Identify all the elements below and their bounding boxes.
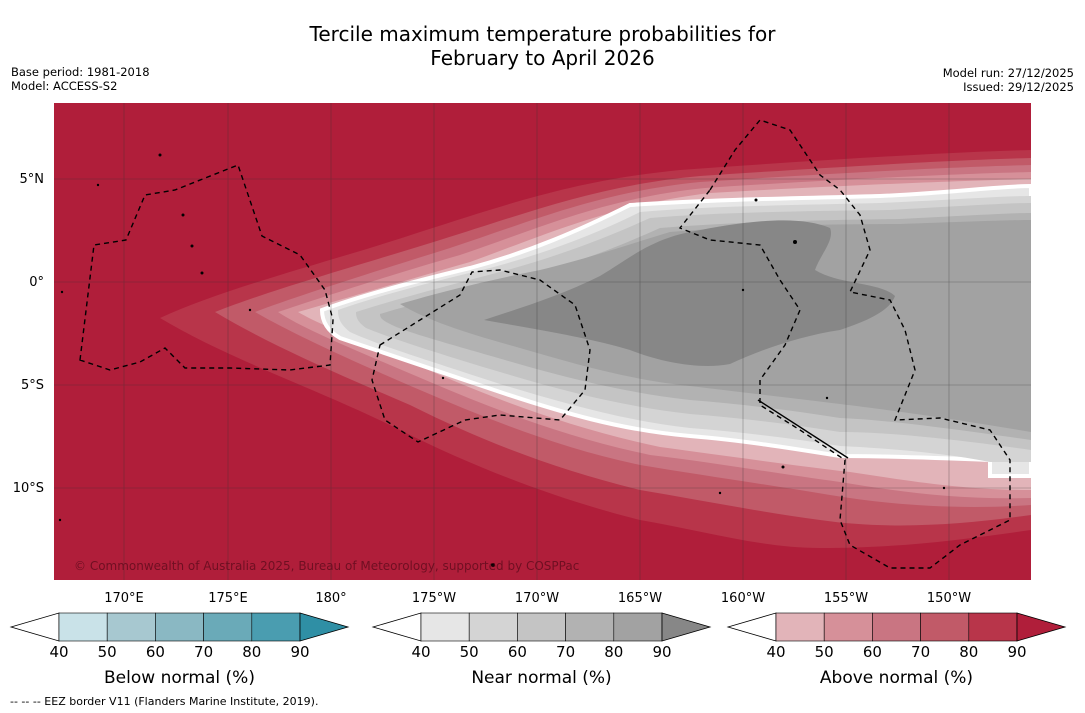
- colorbar: [9, 612, 350, 642]
- meta-left: Base period: 1981-2018 Model: ACCESS-S2: [11, 65, 150, 93]
- map-title: Tercile maximum temperature probabilitie…: [0, 22, 1085, 70]
- colorbar-tick: 50: [459, 643, 479, 661]
- colorbar-tick: 50: [97, 643, 117, 661]
- longitude-labels: 170°E 175°E 180° 175°W 170°W 165°W 160°W 155°W 1…: [104, 591, 971, 606]
- issued-date: Issued: 29/12/2025: [963, 80, 1074, 94]
- colorbar-segment: [106, 612, 156, 642]
- meta-right: Model run: 27/12/2025 Issued: 29/12/2025: [943, 66, 1074, 94]
- lat-label: 10°S: [13, 481, 44, 496]
- eez-solid-border: [757, 399, 849, 459]
- lat-label: 5°S: [21, 378, 44, 393]
- colorbar-low-extend: [9, 612, 60, 642]
- colorbar-segment: [155, 612, 204, 642]
- title-line-2: February to April 2026: [430, 46, 655, 70]
- colorbar-tick: 90: [652, 643, 672, 661]
- lon-label: 160°W: [721, 591, 765, 606]
- grid-lines: [54, 103, 1031, 580]
- base-period: Base period: 1981-2018: [11, 65, 150, 79]
- colorbar-tick: 40: [49, 643, 69, 661]
- colorbar: [726, 612, 1067, 642]
- colorbar-segment: [775, 612, 825, 642]
- colorbar-segment: [517, 612, 566, 642]
- colorbar-tick: 60: [862, 643, 882, 661]
- model-run: Model run: 27/12/2025: [942, 66, 1074, 80]
- colorbar-title: Above normal (%): [819, 668, 974, 688]
- colorbar-segment: [968, 612, 1018, 642]
- colorbar-high-extend: [1016, 612, 1067, 642]
- colorbar-high-extend: [661, 612, 712, 642]
- lon-label: 175°E: [208, 591, 248, 606]
- title-line-1: Tercile maximum temperature probabilitie…: [309, 22, 776, 46]
- colorbar-tick: 80: [242, 643, 262, 661]
- islands: [58, 153, 946, 567]
- colorbar-tick: 70: [194, 643, 214, 661]
- colorbar-low-extend: [371, 612, 422, 642]
- lon-label: 170°W: [515, 591, 559, 606]
- colorbar-low-extend: [726, 612, 777, 642]
- colorbar-title: Below normal (%): [104, 668, 255, 688]
- map-area: © Commonwealth of Australia 2025, Bureau…: [54, 103, 1031, 580]
- colorbar-tick: 40: [411, 643, 431, 661]
- colorbar-segment: [468, 612, 518, 642]
- colorbar-high-extend: [299, 612, 350, 642]
- colorbar-tick: 90: [1007, 643, 1027, 661]
- latitude-labels: 5°N 0° 5°S 10°S: [13, 172, 44, 496]
- colorbar-segment: [613, 612, 663, 642]
- colorbar-tick: 80: [959, 643, 979, 661]
- lon-label: 180°: [315, 591, 346, 606]
- lat-label: 5°N: [20, 172, 45, 187]
- lon-label: 155°W: [824, 591, 868, 606]
- model-name: Model: ACCESS-S2: [11, 79, 118, 93]
- colorbar-tick: 40: [766, 643, 786, 661]
- colorbar-tick: 60: [507, 643, 527, 661]
- colorbar-tick: 50: [814, 643, 834, 661]
- colorbar-segment: [565, 612, 615, 642]
- colorbar-segment: [823, 612, 873, 642]
- colorbar-segment: [203, 612, 253, 642]
- colorbar-segment: [251, 612, 301, 642]
- lat-label: 0°: [29, 275, 44, 290]
- lon-label: 165°W: [618, 591, 662, 606]
- lon-label: 170°E: [104, 591, 144, 606]
- eez-note: -- -- -- EEZ border V11 (Flanders Marine…: [10, 695, 319, 708]
- colorbar-tick: 60: [145, 643, 165, 661]
- colorbar-tick: 70: [911, 643, 931, 661]
- copyright-text: © Commonwealth of Australia 2025, Bureau…: [74, 559, 579, 573]
- colorbar-tick: 80: [604, 643, 624, 661]
- colorbars: [9, 612, 1067, 642]
- colorbar-tick: 70: [556, 643, 576, 661]
- colorbar-segment: [872, 612, 921, 642]
- colorbar: [371, 612, 712, 642]
- colorbar-segment: [920, 612, 970, 642]
- colorbar-title: Near normal (%): [471, 668, 612, 688]
- colorbar-segment: [58, 612, 108, 642]
- colorbar-segment: [420, 612, 470, 642]
- lon-label: 150°W: [927, 591, 971, 606]
- eez-borders: [79, 119, 1011, 569]
- colorbar-tick: 90: [290, 643, 310, 661]
- lon-label: 175°W: [412, 591, 456, 606]
